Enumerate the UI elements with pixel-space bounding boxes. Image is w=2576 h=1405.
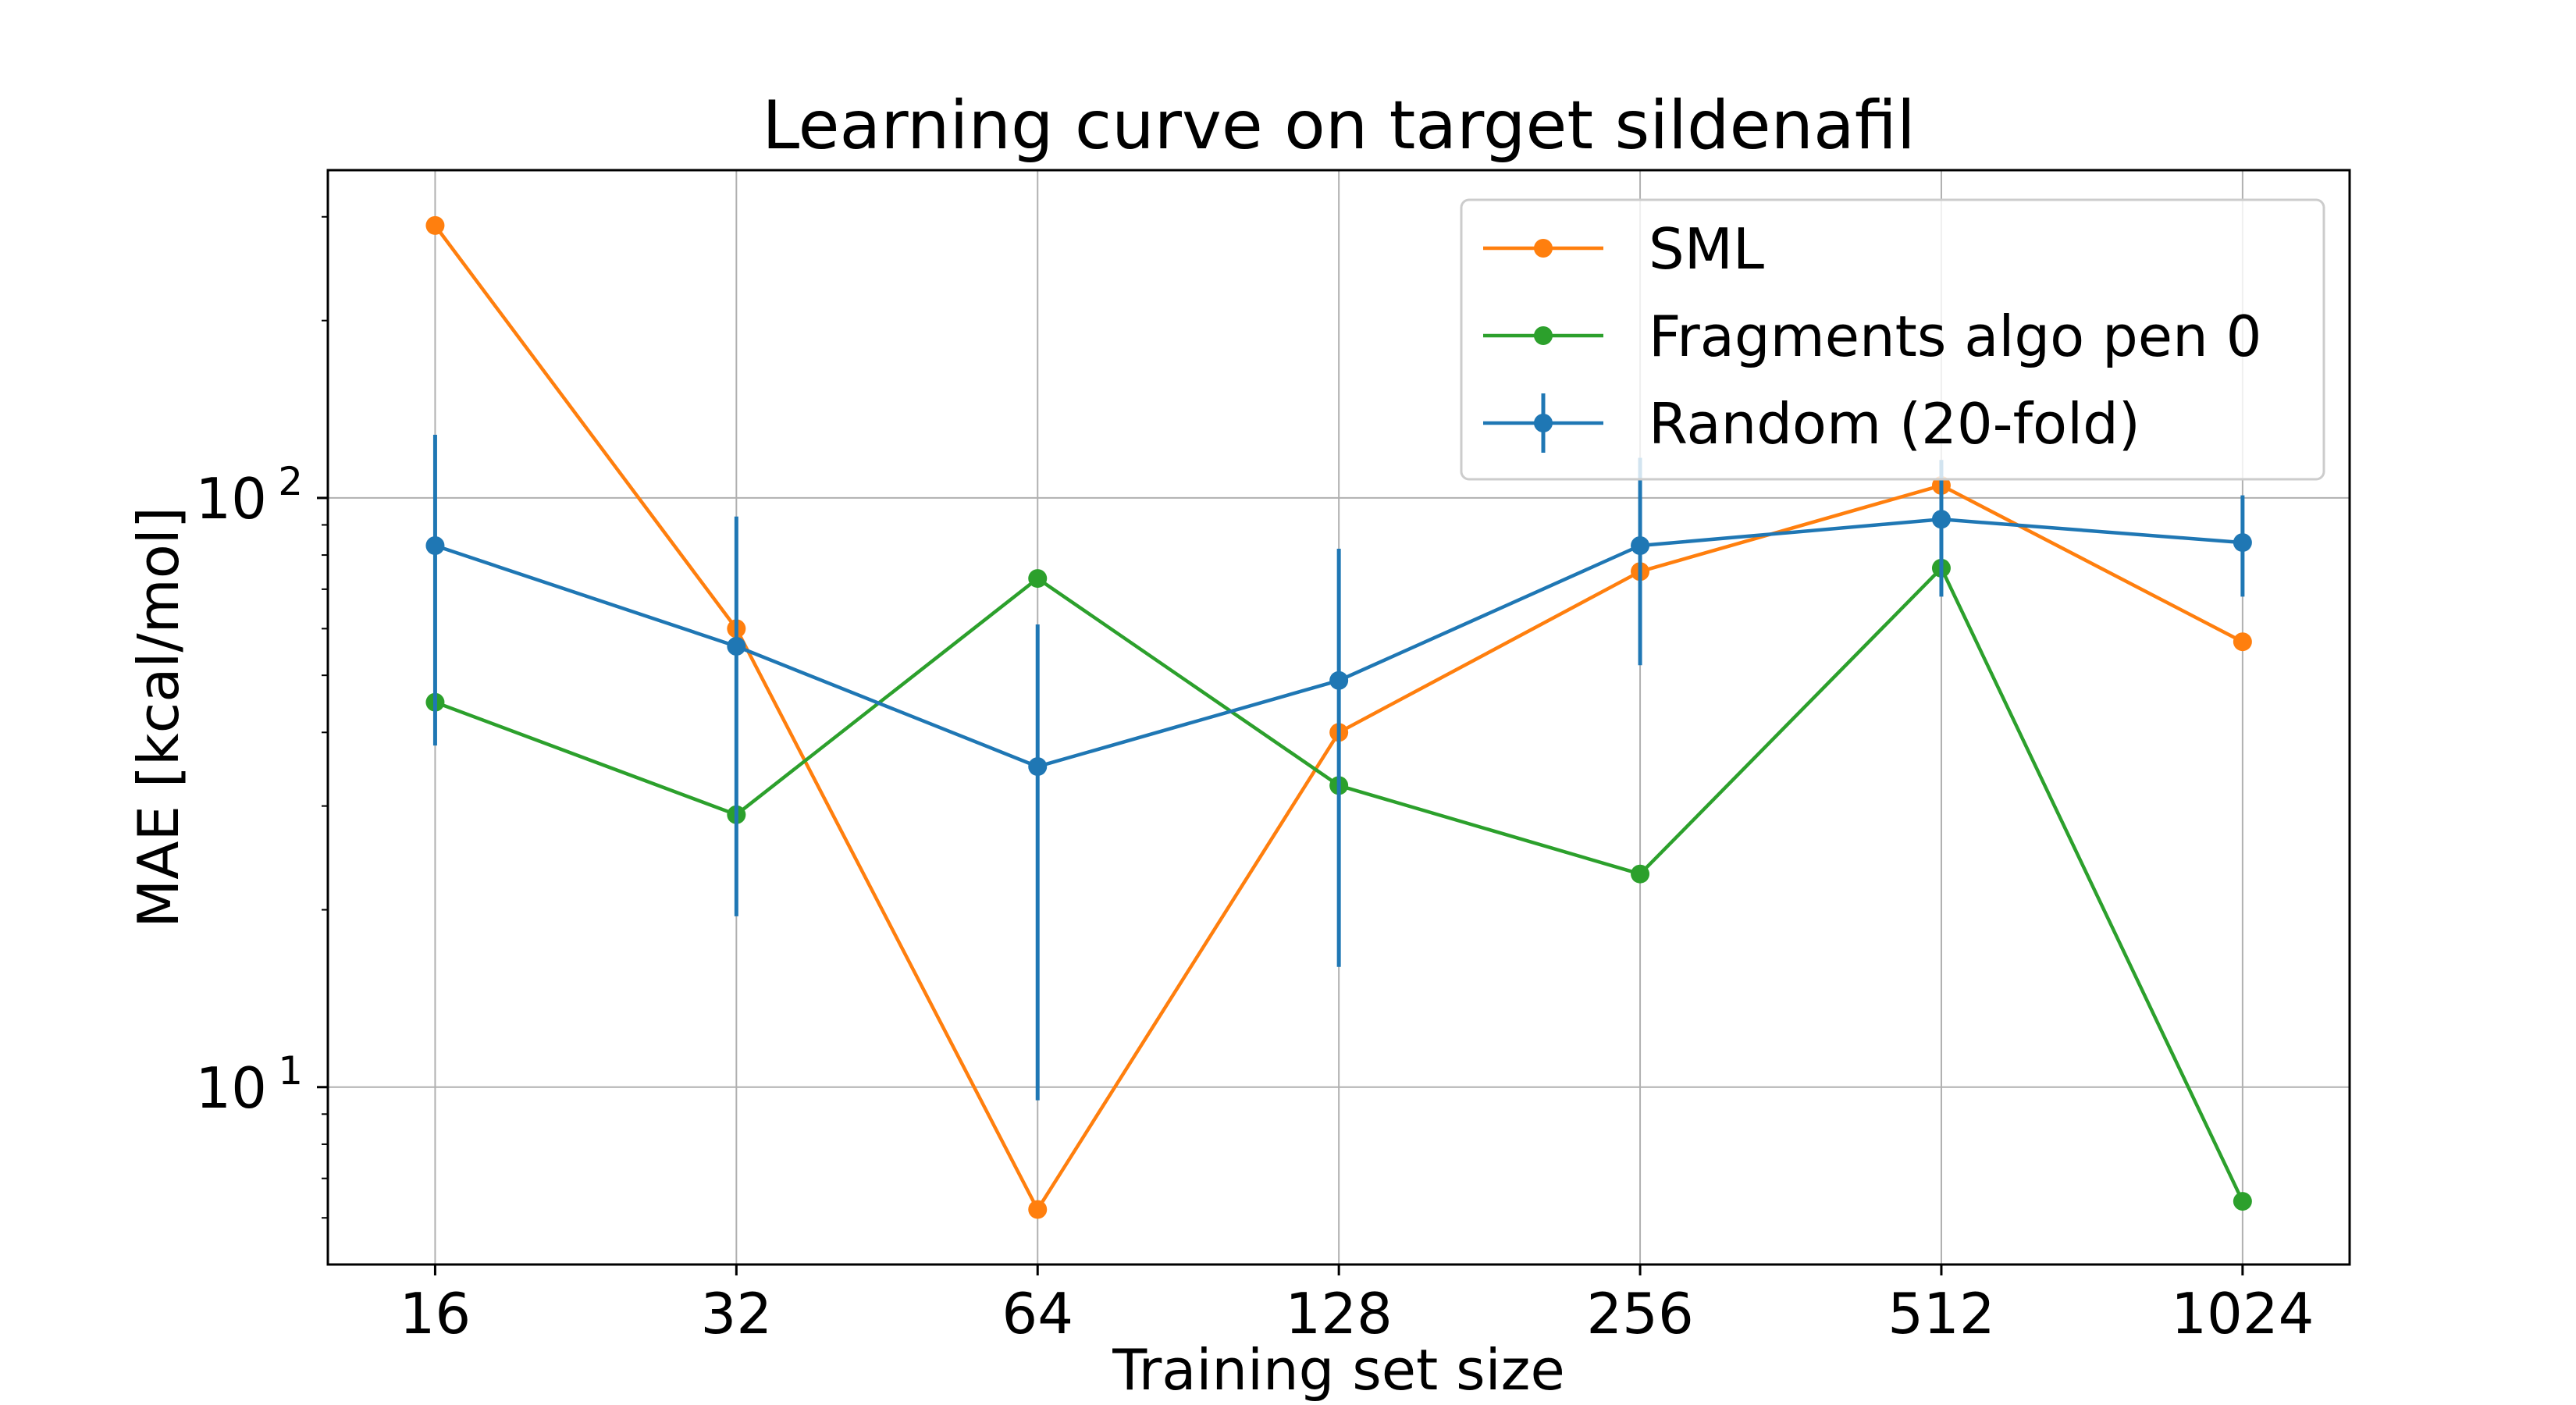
x-tick-label: 64 (1002, 1281, 1073, 1346)
data-point (1631, 864, 1650, 884)
x-tick-label: 16 (400, 1281, 471, 1346)
chart-title: Learning curve on target sildenafil (762, 87, 1916, 165)
x-tick-label: 512 (1888, 1281, 1994, 1346)
y-tick-label-exponent: 2 (278, 459, 303, 504)
data-point (1028, 1200, 1048, 1219)
data-point (1028, 757, 1048, 777)
series-2 (425, 434, 2252, 1101)
legend-entry: Random (20-fold) (1483, 391, 2140, 457)
data-point (425, 536, 445, 556)
legend-marker (1534, 326, 1553, 345)
y-tick-label: 10 (195, 466, 267, 532)
legend: SML Fragments algo pen 0 Random (20-fold) (1460, 198, 2325, 481)
data-point (2233, 1192, 2252, 1211)
legend-label: Fragments algo pen 0 (1649, 304, 2261, 369)
data-point (1329, 670, 1349, 690)
data-point (1028, 569, 1048, 589)
x-axis-label: Training set size (1112, 1337, 1565, 1403)
x-tick-label: 1024 (2171, 1281, 2314, 1346)
legend-entry: SML (1483, 216, 1764, 282)
y-axis-label: MAE [kcal/mol] (126, 507, 191, 928)
legend-entry: Fragments algo pen 0 (1483, 304, 2261, 369)
legend-label: Random (20-fold) (1649, 391, 2140, 457)
y-tick-label-exponent: 1 (278, 1048, 303, 1094)
x-tick-label: 32 (701, 1281, 773, 1346)
legend-marker (1534, 239, 1553, 258)
data-point (2233, 632, 2252, 652)
legend-box (1460, 198, 2325, 481)
x-tick-label: 256 (1586, 1281, 1693, 1346)
data-point (1631, 536, 1650, 556)
legend-label: SML (1649, 216, 1764, 282)
data-point (2233, 533, 2252, 553)
data-point (727, 637, 746, 656)
data-point (1931, 510, 1951, 529)
series-layer (425, 215, 2252, 1219)
x-tick-label: 128 (1285, 1281, 1392, 1346)
legend-marker (1534, 414, 1553, 432)
y-tick-label: 10 (195, 1055, 267, 1121)
data-point (425, 215, 445, 235)
